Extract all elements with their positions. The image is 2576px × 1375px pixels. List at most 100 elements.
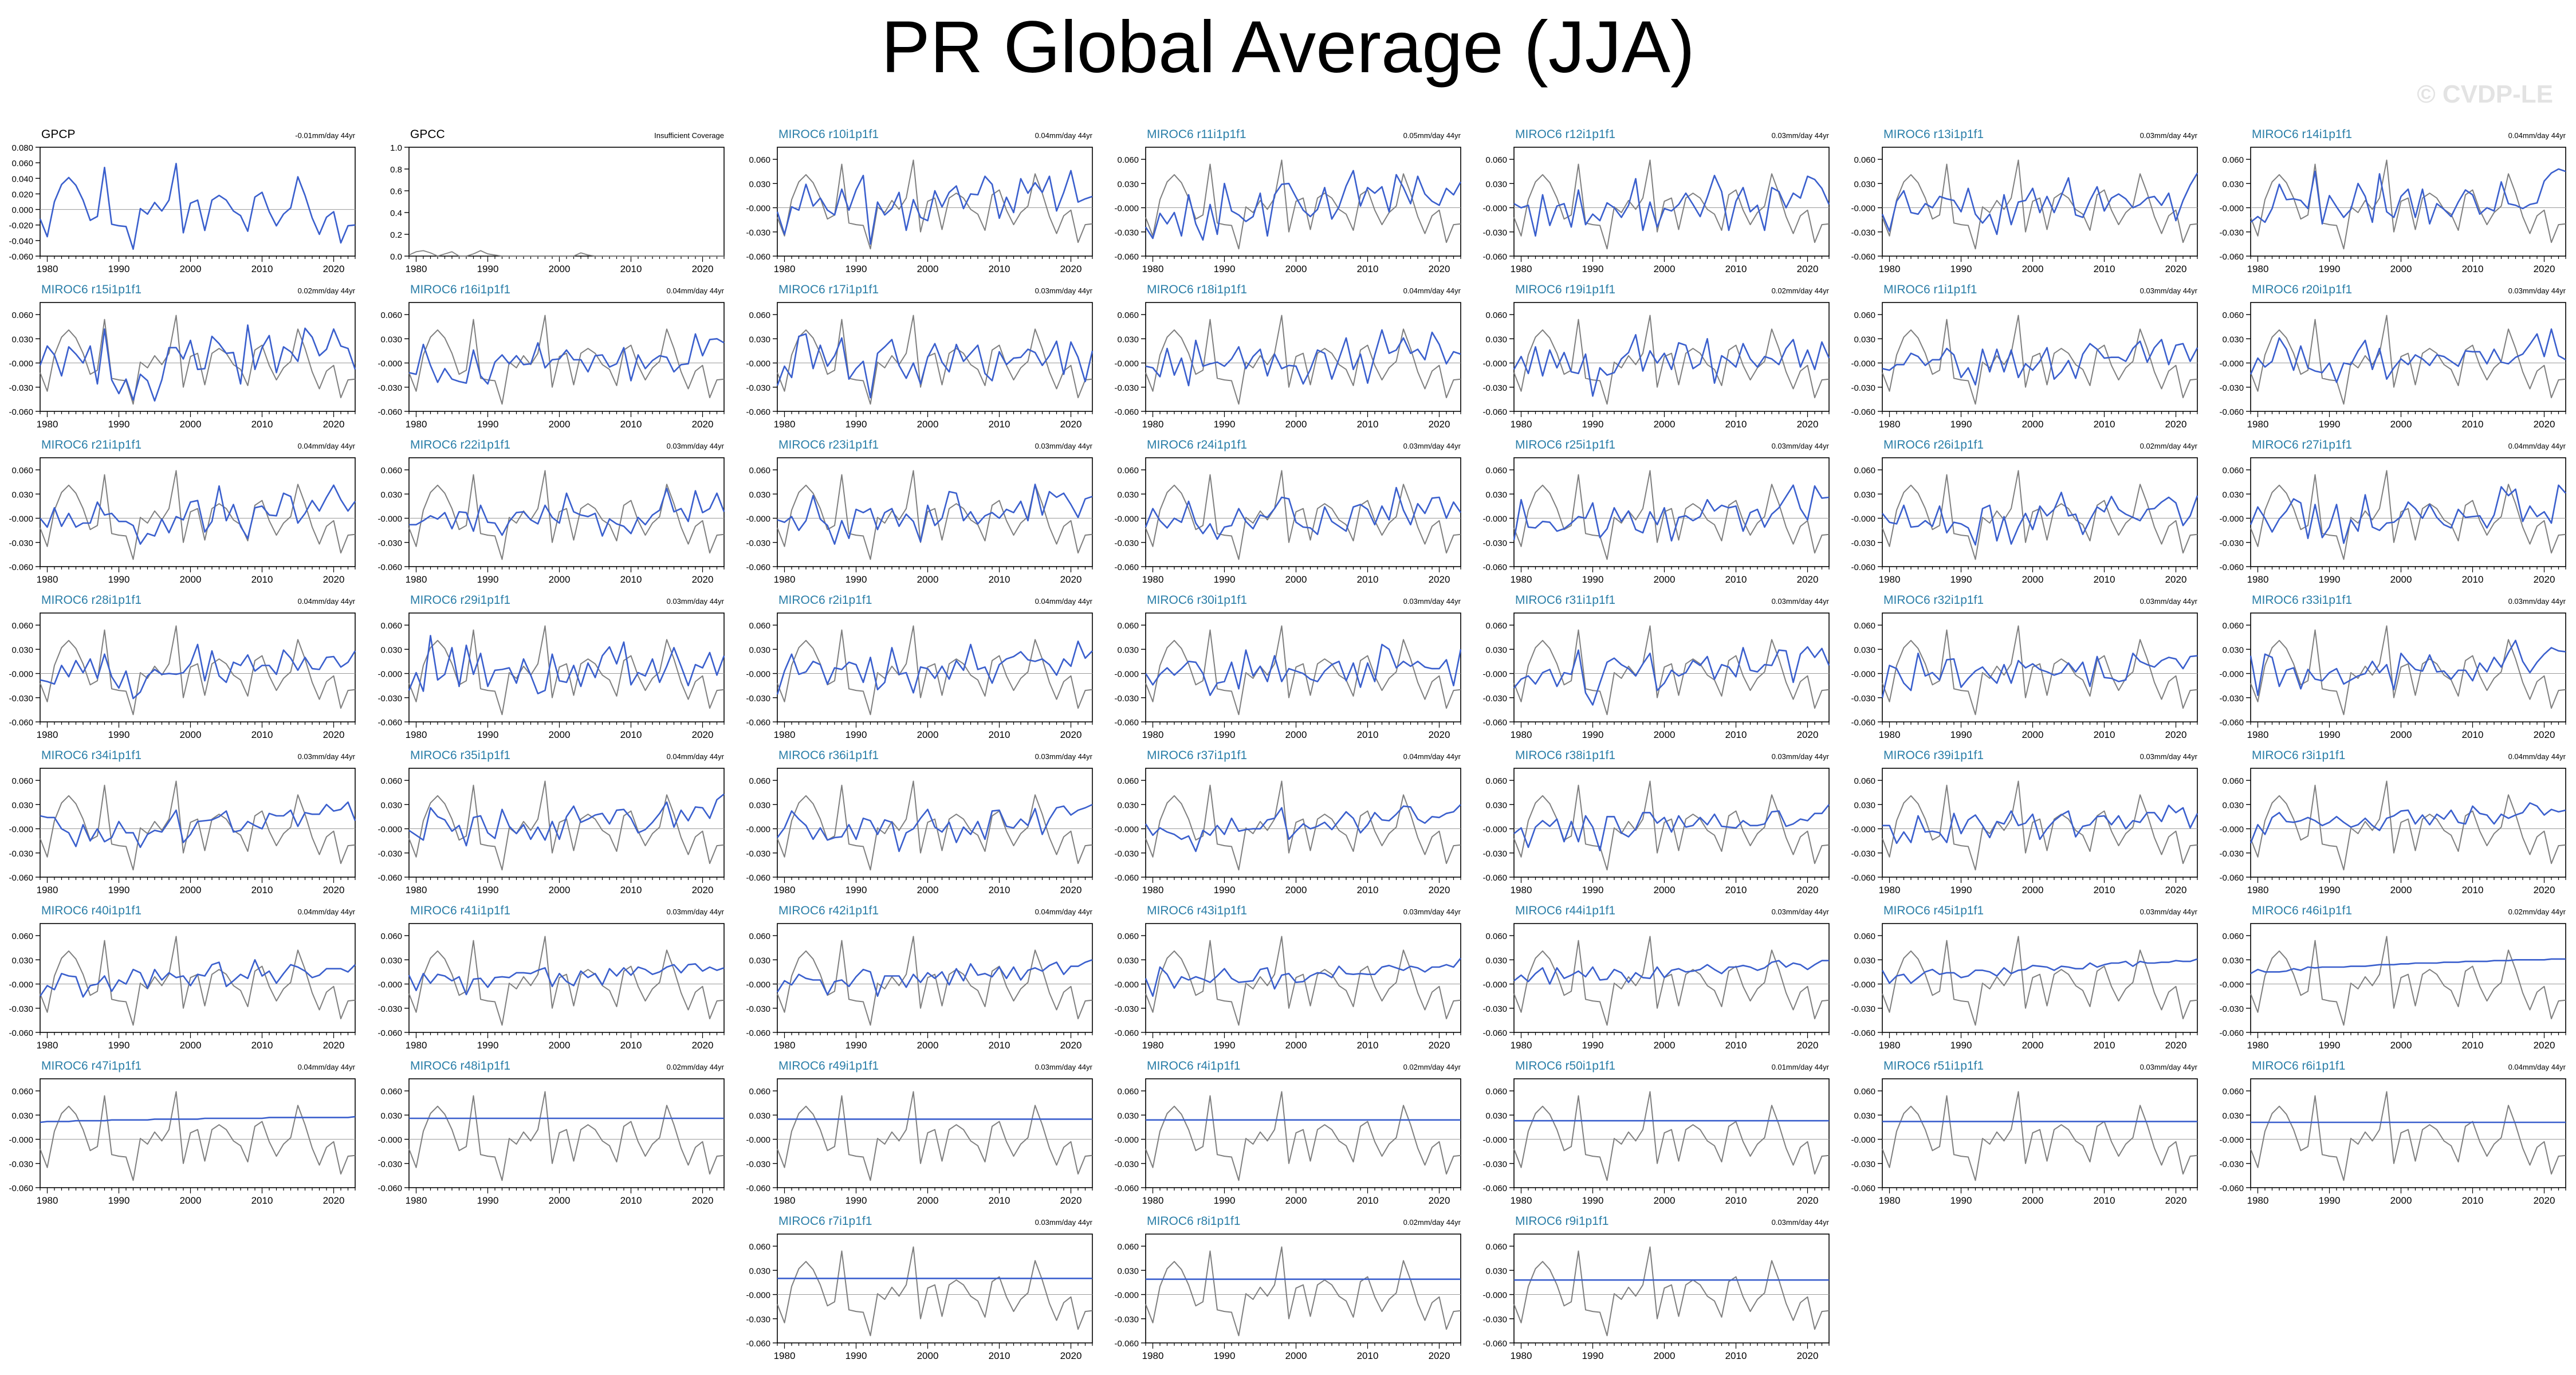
model-series-line [40, 1115, 356, 1123]
y-tick-label: 0.6 [390, 187, 402, 197]
x-tick-label: 1980 [774, 1350, 796, 1361]
y-tick-label: -0.030 [377, 539, 402, 548]
x-tick-label: 1990 [108, 885, 130, 895]
y-tick-label: 0.060 [380, 621, 402, 631]
y-tick-label: -0.000 [1114, 1136, 1139, 1145]
y-tick-label: 0.000 [11, 206, 33, 215]
model-series-line [408, 963, 725, 996]
y-tick-label: -0.060 [1851, 1028, 1875, 1038]
y-tick-label: -0.000 [1114, 670, 1139, 679]
panel-trend: 0.02mm/day 44yr [2508, 907, 2566, 916]
y-tick-label: 0.060 [1485, 1087, 1507, 1097]
panel-trend: 0.03mm/day 44yr [2140, 131, 2198, 140]
model-series-line [1882, 339, 2199, 386]
x-tick-label: 1980 [1142, 419, 1164, 430]
obs-series-line [2250, 159, 2566, 250]
x-tick-label: 1980 [1511, 885, 1532, 895]
panel-trend: 0.03mm/day 44yr [1772, 1218, 1830, 1227]
y-tick-label: -0.000 [1482, 204, 1507, 214]
panel-trend: 0.03mm/day 44yr [1772, 752, 1830, 761]
x-tick-label: 2000 [917, 1195, 939, 1206]
y-tick-label: 0.030 [1117, 1266, 1139, 1276]
x-tick-label: 1980 [774, 419, 796, 430]
panel-trend: 0.04mm/day 44yr [298, 442, 356, 450]
y-tick-label: -0.030 [1482, 1315, 1507, 1325]
x-tick-label: 1980 [2247, 1040, 2269, 1051]
y-tick-label: 0.030 [1117, 800, 1139, 810]
panel-title: MIROC6 r26i1p1f1 [1883, 438, 1984, 451]
panel-trend: 0.04mm/day 44yr [298, 597, 356, 606]
y-tick-label: -0.060 [9, 252, 33, 262]
panel: MIROC6 r1i1p1f1 0.03mm/day 44yr 0.060 0.030… [1851, 283, 2199, 430]
x-tick-label: 1990 [1582, 1195, 1604, 1206]
y-tick-label: -0.000 [377, 670, 402, 679]
obs-series-line [1513, 1091, 1830, 1181]
x-tick-label: 2020 [1429, 1040, 1450, 1051]
y-tick-label: 0.030 [1485, 1266, 1507, 1276]
y-tick-label: 0.060 [11, 1087, 33, 1097]
y-tick-label: 0.060 [2222, 776, 2244, 786]
panel-title: MIROC6 r34i1p1f1 [41, 749, 141, 762]
y-tick-label: 0.060 [2222, 932, 2244, 941]
panel-title: MIROC6 r10i1p1f1 [778, 128, 879, 141]
y-tick-label: 0.030 [380, 645, 402, 655]
y-tick-label: -0.000 [1851, 359, 1875, 369]
y-tick-label: 0.060 [1854, 776, 1875, 786]
obs-series-line [1513, 1246, 1830, 1337]
y-tick-label: -0.060 [1851, 252, 1875, 262]
y-tick-label: 0.060 [1854, 932, 1875, 941]
y-tick-label: 0.030 [2222, 1111, 2244, 1121]
x-tick-label: 2010 [620, 264, 642, 274]
panel-trend: 0.03mm/day 44yr [1403, 597, 1461, 606]
x-tick-label: 2000 [549, 574, 571, 585]
x-tick-label: 2020 [1797, 419, 1819, 430]
panel-trend: 0.03mm/day 44yr [1772, 442, 1830, 450]
y-tick-label: -0.000 [9, 359, 33, 369]
y-tick-label: 0.060 [2222, 311, 2244, 320]
x-tick-label: 2010 [2462, 1040, 2484, 1051]
y-tick-label: 0.030 [380, 1111, 402, 1121]
panel-trend: 0.03mm/day 44yr [298, 752, 356, 761]
x-tick-label: 2000 [1285, 1040, 1307, 1051]
obs-series-line [1513, 780, 1830, 871]
y-tick-label: -0.030 [377, 1004, 402, 1014]
y-tick-label: -0.000 [1482, 359, 1507, 369]
y-tick-label: -0.000 [9, 514, 33, 524]
y-tick-label: -0.000 [2219, 514, 2244, 524]
y-tick-label: -0.060 [2219, 252, 2244, 262]
x-tick-label: 1980 [774, 1040, 796, 1051]
y-tick-label: -0.060 [746, 1339, 770, 1349]
panel-title: MIROC6 r21i1p1f1 [41, 438, 141, 451]
x-tick-label: 2020 [2534, 574, 2555, 585]
y-tick-label: 0.030 [1854, 490, 1875, 500]
x-tick-label: 2020 [1429, 1195, 1450, 1206]
panel: MIROC6 r33i1p1f1 0.03mm/day 44yr 0.060 0.03… [2219, 594, 2566, 740]
panel: MIROC6 r7i1p1f1 0.03mm/day 44yr 0.060 0.030… [746, 1215, 1093, 1361]
panel: MIROC6 r2i1p1f1 0.04mm/day 44yr 0.060 0.030… [746, 594, 1093, 740]
x-tick-label: 2000 [1654, 885, 1676, 895]
x-tick-label: 2020 [692, 729, 714, 740]
y-tick-label: -0.060 [1851, 873, 1875, 883]
x-tick-label: 2010 [1357, 574, 1379, 585]
panel-title: MIROC6 r43i1p1f1 [1147, 904, 1247, 917]
panel-title: MIROC6 r37i1p1f1 [1147, 749, 1247, 762]
panel: MIROC6 r3i1p1f1 0.04mm/day 44yr 0.060 0.030… [2219, 749, 2566, 895]
x-tick-label: 2010 [251, 264, 273, 274]
y-tick-label: 0.060 [1854, 466, 1875, 476]
y-tick-label: 0.060 [1485, 155, 1507, 165]
x-tick-label: 2010 [2462, 419, 2484, 430]
obs-series-line [1882, 936, 2198, 1026]
panel: MIROC6 r21i1p1f1 0.04mm/day 44yr 0.060 0.03… [9, 438, 356, 585]
y-tick-label: -0.030 [1851, 1160, 1875, 1169]
x-tick-label: 2000 [180, 1195, 202, 1206]
panel: MIROC6 r51i1p1f1 0.03mm/day 44yr 0.060 0.03… [1851, 1059, 2198, 1206]
x-tick-label: 2010 [2462, 1195, 2484, 1206]
x-tick-label: 2020 [1797, 264, 1819, 274]
x-tick-label: 1980 [2247, 264, 2269, 274]
x-tick-label: 2020 [2165, 574, 2187, 585]
x-tick-label: 1990 [477, 885, 499, 895]
y-tick-label: -0.030 [377, 383, 402, 393]
x-tick-label: 2010 [1725, 1195, 1747, 1206]
x-tick-label: 2010 [251, 729, 273, 740]
y-tick-label: 0.030 [749, 1111, 770, 1121]
